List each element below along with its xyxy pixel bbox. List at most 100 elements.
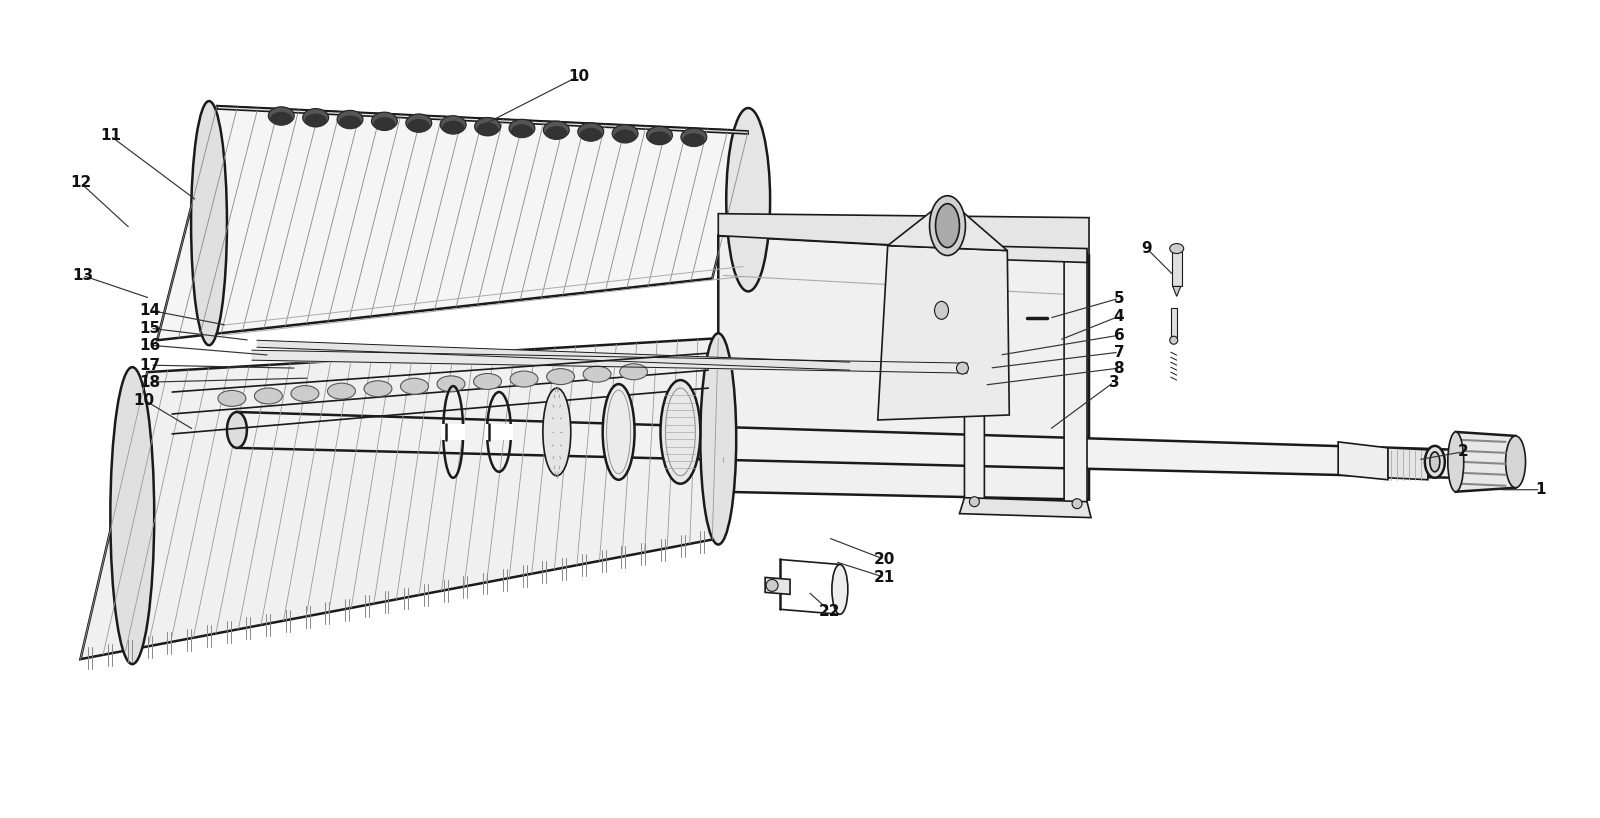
Ellipse shape [683,133,706,147]
Ellipse shape [371,112,397,130]
Ellipse shape [603,384,635,480]
Text: 10: 10 [568,69,589,83]
Ellipse shape [400,378,429,394]
Ellipse shape [254,388,282,404]
Ellipse shape [614,129,637,143]
Text: 14: 14 [139,303,160,318]
Text: 11: 11 [99,128,122,143]
Polygon shape [718,213,1090,255]
Ellipse shape [365,380,392,397]
Text: 12: 12 [70,175,91,191]
Ellipse shape [338,110,363,128]
Ellipse shape [578,123,603,141]
Polygon shape [965,245,1086,263]
Ellipse shape [339,115,362,129]
Ellipse shape [304,114,326,128]
Ellipse shape [930,196,965,255]
Ellipse shape [613,124,638,142]
Text: 4: 4 [1114,309,1125,324]
Ellipse shape [682,128,707,146]
Ellipse shape [509,119,534,137]
Ellipse shape [227,412,246,448]
Polygon shape [237,412,1493,479]
Polygon shape [1171,249,1182,286]
Ellipse shape [110,367,154,664]
Ellipse shape [373,117,395,131]
Ellipse shape [579,128,602,142]
Ellipse shape [477,123,499,137]
Text: 22: 22 [819,604,840,618]
Text: 2: 2 [1458,444,1469,460]
Polygon shape [157,106,749,340]
Ellipse shape [1506,436,1525,488]
Ellipse shape [582,366,611,382]
Polygon shape [965,245,984,510]
Ellipse shape [701,333,736,545]
Text: 5: 5 [1114,291,1125,306]
Bar [442,424,466,440]
Ellipse shape [1170,336,1178,344]
Ellipse shape [1430,452,1440,472]
Ellipse shape [1426,446,1445,478]
Text: 8: 8 [1114,361,1125,375]
Polygon shape [878,245,1010,420]
Ellipse shape [1170,244,1184,254]
Polygon shape [718,236,1090,500]
Text: 16: 16 [139,338,162,353]
Ellipse shape [546,126,568,140]
Ellipse shape [442,121,464,135]
Ellipse shape [302,109,328,127]
Text: 20: 20 [874,552,896,567]
Text: 9: 9 [1141,241,1152,256]
Ellipse shape [1072,499,1082,509]
Ellipse shape [406,114,432,132]
Ellipse shape [934,301,949,319]
Ellipse shape [648,132,670,146]
Ellipse shape [970,497,979,506]
Ellipse shape [542,388,571,476]
Ellipse shape [936,204,960,248]
Ellipse shape [440,115,466,133]
Ellipse shape [291,385,318,402]
Polygon shape [888,199,1008,250]
Ellipse shape [547,369,574,384]
Polygon shape [765,578,790,595]
Ellipse shape [270,112,293,126]
Bar [485,424,514,440]
Polygon shape [1173,286,1181,296]
Ellipse shape [510,124,533,138]
Ellipse shape [328,383,355,399]
Polygon shape [218,106,749,134]
Text: 10: 10 [134,393,155,407]
Polygon shape [80,338,718,659]
Text: 17: 17 [139,357,160,373]
Ellipse shape [661,380,701,483]
Ellipse shape [437,376,466,392]
Polygon shape [1171,308,1176,338]
Ellipse shape [474,374,501,389]
Text: 1: 1 [1536,483,1546,497]
Ellipse shape [726,108,770,291]
Polygon shape [1456,432,1515,492]
Polygon shape [1064,249,1086,510]
Ellipse shape [832,564,848,614]
Ellipse shape [619,364,648,380]
Text: 15: 15 [139,321,160,335]
Text: 18: 18 [139,375,160,389]
Ellipse shape [218,390,246,407]
Ellipse shape [957,362,968,374]
Polygon shape [960,497,1091,518]
Ellipse shape [269,107,294,125]
Text: 6: 6 [1114,328,1125,343]
Text: 7: 7 [1114,344,1125,360]
Ellipse shape [510,371,538,387]
Text: 21: 21 [874,570,896,585]
Text: 3: 3 [1109,375,1120,389]
Ellipse shape [544,121,570,139]
Ellipse shape [190,101,227,345]
Polygon shape [1387,448,1427,480]
Text: 13: 13 [72,268,93,283]
Ellipse shape [1448,432,1464,492]
Ellipse shape [646,127,672,144]
Ellipse shape [766,579,778,591]
